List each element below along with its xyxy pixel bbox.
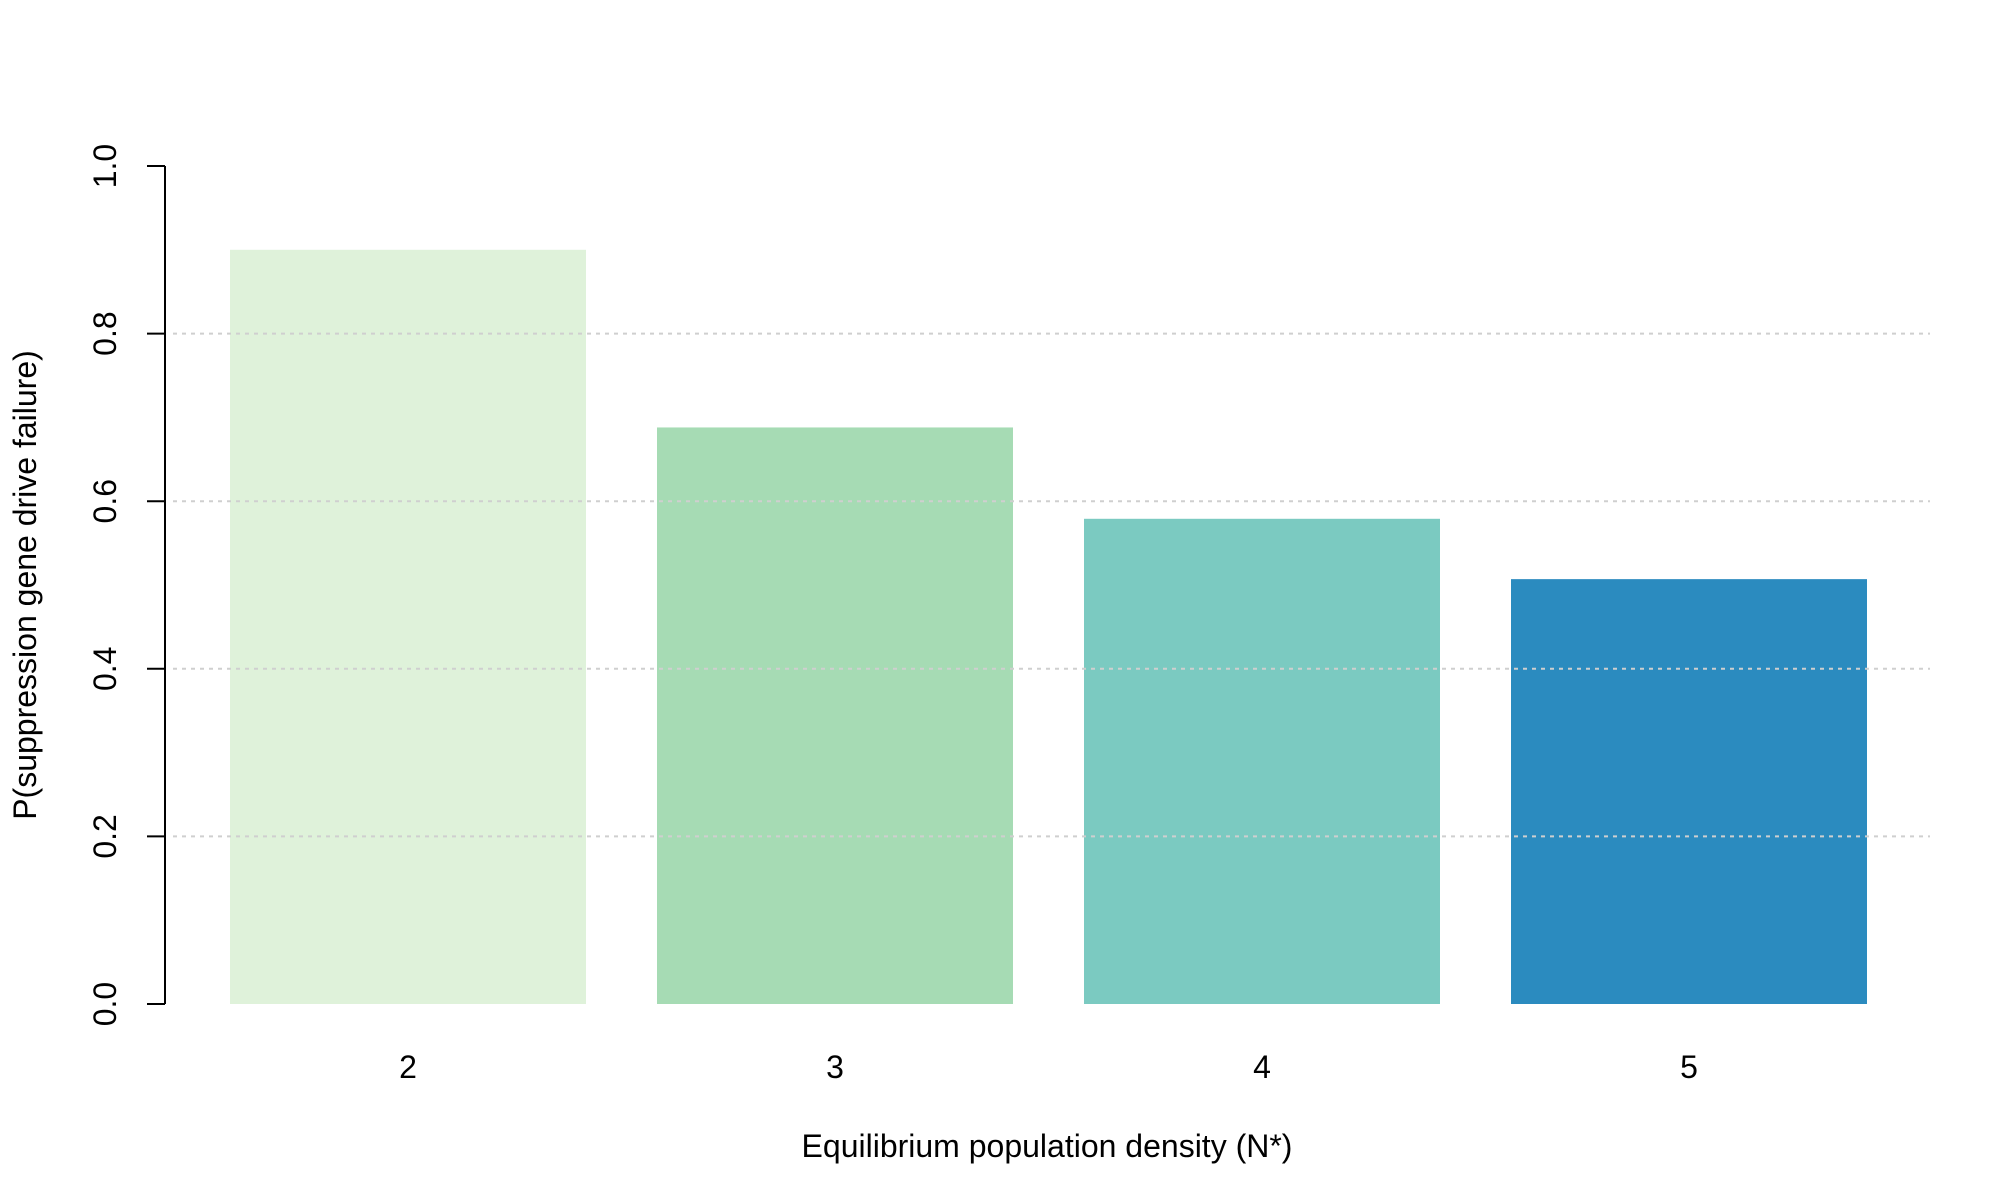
x-tick-label-4: 4: [1253, 1049, 1271, 1085]
x-tick-label-2: 2: [399, 1049, 417, 1085]
bars: [230, 249, 1867, 1005]
y-tick-label-0.4: 0.4: [87, 647, 123, 691]
y-tick-label-0.6: 0.6: [87, 479, 123, 523]
bar-3: [657, 427, 1013, 1004]
y-axis-title: P(suppression gene drive failure): [7, 350, 43, 820]
x-tick-label-5: 5: [1680, 1049, 1698, 1085]
y-tick-label-0.0: 0.0: [87, 982, 123, 1026]
x-tick-labels: 2 3 4 5: [399, 1049, 1698, 1085]
y-tick-label-0.2: 0.2: [87, 814, 123, 858]
x-axis-title: Equilibrium population density (N*): [802, 1128, 1293, 1164]
bar-5: [1511, 579, 1867, 1004]
bar-2: [230, 249, 586, 1005]
bar-4: [1084, 518, 1440, 1004]
y-tick-label-1.0: 1.0: [87, 144, 123, 188]
y-axis: 0.0 0.2 0.4 0.6 0.8 1.0: [87, 144, 166, 1026]
y-tick-label-0.8: 0.8: [87, 311, 123, 355]
x-tick-label-3: 3: [826, 1049, 844, 1085]
